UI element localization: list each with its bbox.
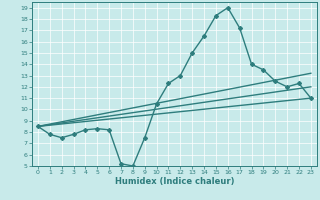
- X-axis label: Humidex (Indice chaleur): Humidex (Indice chaleur): [115, 177, 234, 186]
